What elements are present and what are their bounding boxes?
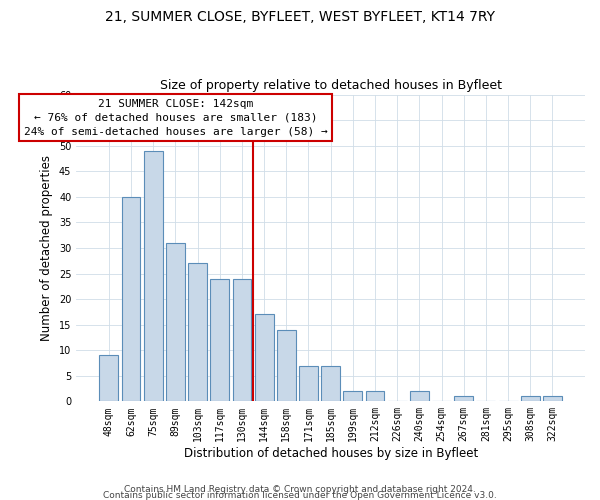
Bar (343, 391, 362, 402)
Bar (188, 264, 207, 402)
Bar (211, 278, 229, 402)
Bar (365, 391, 385, 402)
Bar (233, 278, 251, 402)
Bar (144, 151, 163, 402)
Text: 21 SUMMER CLOSE: 142sqm
← 76% of detached houses are smaller (183)
24% of semi-d: 21 SUMMER CLOSE: 142sqm ← 76% of detache… (23, 98, 327, 136)
Bar (277, 330, 296, 402)
Bar (122, 197, 140, 402)
Bar (100, 356, 118, 402)
Text: Contains public sector information licensed under the Open Government Licence v3: Contains public sector information licen… (103, 490, 497, 500)
Bar (299, 366, 318, 402)
Text: 21, SUMMER CLOSE, BYFLEET, WEST BYFLEET, KT14 7RY: 21, SUMMER CLOSE, BYFLEET, WEST BYFLEET,… (105, 10, 495, 24)
Y-axis label: Number of detached properties: Number of detached properties (40, 155, 53, 341)
Bar (543, 396, 562, 402)
Bar (410, 391, 429, 402)
Text: Contains HM Land Registry data © Crown copyright and database right 2024.: Contains HM Land Registry data © Crown c… (124, 484, 476, 494)
Bar (454, 396, 473, 402)
Bar (166, 243, 185, 402)
X-axis label: Distribution of detached houses by size in Byfleet: Distribution of detached houses by size … (184, 447, 478, 460)
Bar (254, 314, 274, 402)
Title: Size of property relative to detached houses in Byfleet: Size of property relative to detached ho… (160, 79, 502, 92)
Bar (521, 396, 539, 402)
Bar (321, 366, 340, 402)
